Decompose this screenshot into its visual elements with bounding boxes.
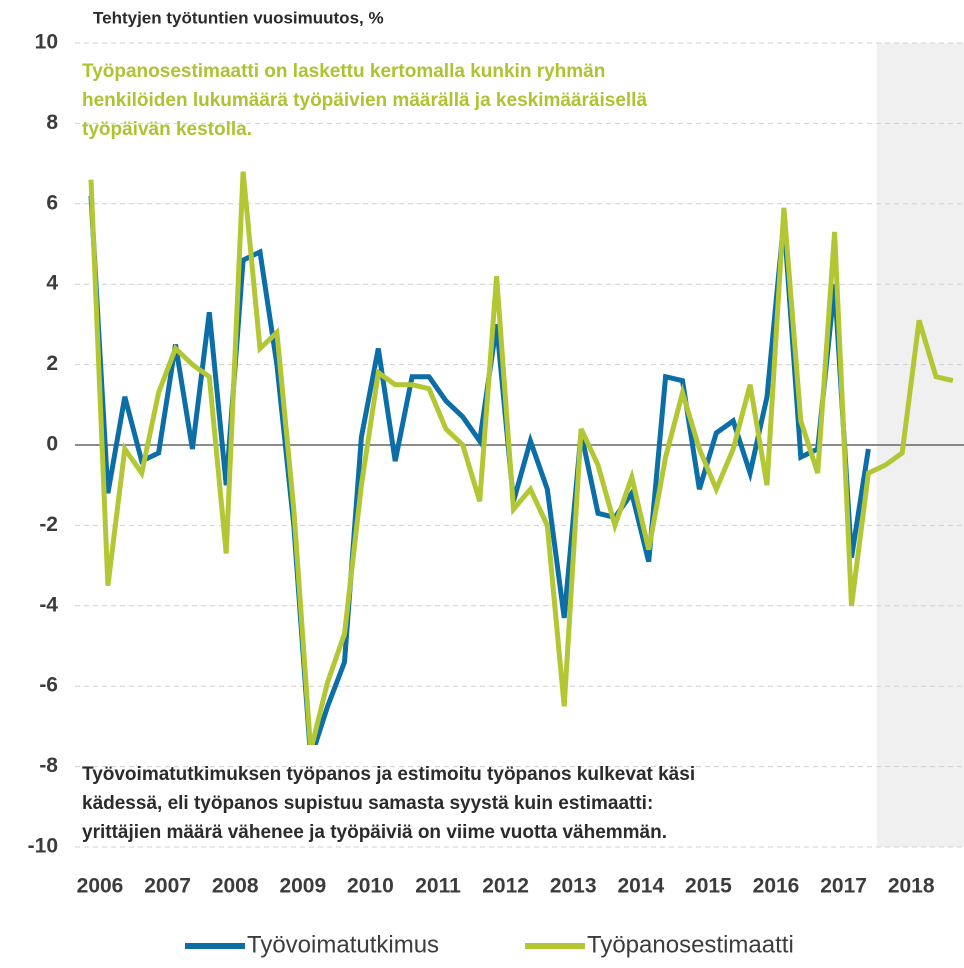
x-tick-label: 2012 (482, 875, 529, 898)
x-tick-label: 2009 (279, 875, 326, 898)
x-tick-label: 2013 (550, 875, 597, 898)
y-tick-label: 0 (46, 433, 58, 456)
x-tick-label: 2007 (144, 875, 191, 898)
x-tick-label: 2006 (77, 875, 124, 898)
x-tick-label: 2008 (212, 875, 259, 898)
y-tick-label: 10 (35, 31, 58, 54)
chart-title: Tehtyjen työtuntien vuosimuutos, % (93, 8, 384, 27)
y-tick-label: 2 (46, 352, 58, 375)
series-group (88, 171, 954, 745)
x-tick-label: 2014 (617, 875, 664, 898)
x-tick-label: 2011 (415, 875, 461, 898)
x-tick-label: 2015 (685, 875, 732, 898)
y-tick-label: -2 (39, 513, 58, 536)
legend-label: Työvoimatutkimus (247, 931, 439, 958)
y-tick-label: -10 (28, 835, 58, 858)
x-tick-label: 2017 (820, 875, 867, 898)
x-tick-label: 2016 (753, 875, 800, 898)
annotation: Työvoimatutkimuksen työpanos ja estimoit… (82, 764, 695, 785)
annotation: Työpanosestimaatti on laskettu kertomall… (82, 61, 605, 82)
x-tick-label: 2018 (888, 875, 935, 898)
legend-label: Työpanosestimaatti (587, 931, 794, 958)
data-line (88, 195, 871, 745)
y-tick-label: 4 (46, 272, 58, 295)
annotation: kädessä, eli työpanos supistuu samasta s… (82, 793, 653, 814)
y-tick-label: 8 (46, 111, 58, 134)
annotation: yrittäjien määrä vähenee ja työpäiviä on… (82, 822, 667, 843)
annotation: henkilöiden lukumäärä työpäivien määräll… (82, 90, 647, 111)
y-tick-label: -4 (39, 593, 58, 616)
y-tick-label: -8 (39, 754, 58, 777)
x-tick-label: 2010 (347, 875, 394, 898)
data-line (88, 171, 954, 745)
annotation: työpäivän kestolla. (82, 119, 252, 140)
y-tick-label: 6 (46, 191, 58, 214)
y-tick-label: -6 (39, 674, 58, 697)
